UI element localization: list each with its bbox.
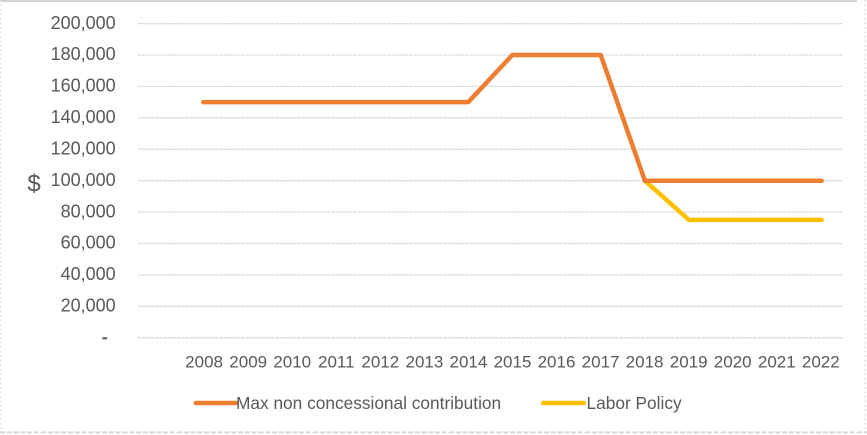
svg-text:40,000: 40,000: [61, 264, 116, 284]
svg-text:2015: 2015: [494, 353, 532, 372]
svg-text:2012: 2012: [361, 353, 399, 372]
svg-text:$: $: [27, 171, 40, 198]
svg-text:2020: 2020: [714, 353, 752, 372]
svg-text:2008: 2008: [185, 353, 223, 372]
svg-text:2009: 2009: [229, 353, 267, 372]
svg-text:100,000: 100,000: [51, 170, 116, 190]
svg-text:2017: 2017: [582, 353, 620, 372]
svg-text:180,000: 180,000: [51, 44, 116, 64]
svg-text:20,000: 20,000: [61, 296, 116, 316]
svg-text:Labor Policy: Labor Policy: [587, 393, 682, 413]
svg-text:2019: 2019: [670, 353, 708, 372]
svg-text:2021: 2021: [758, 353, 796, 372]
svg-text:200,000: 200,000: [51, 13, 116, 33]
svg-text:60,000: 60,000: [61, 233, 116, 253]
svg-text:80,000: 80,000: [61, 201, 116, 221]
svg-text:2014: 2014: [449, 353, 487, 372]
svg-text:160,000: 160,000: [51, 76, 116, 96]
svg-text:140,000: 140,000: [51, 107, 116, 127]
svg-text:2011: 2011: [318, 353, 355, 372]
svg-text:2022: 2022: [802, 353, 840, 372]
svg-text:120,000: 120,000: [51, 138, 116, 158]
svg-text:2013: 2013: [405, 353, 443, 372]
svg-text:Max non concessional contribut: Max non concessional contribution: [236, 393, 501, 413]
svg-text:2018: 2018: [626, 353, 664, 372]
svg-text:2010: 2010: [273, 353, 311, 372]
svg-text:2016: 2016: [538, 353, 576, 372]
